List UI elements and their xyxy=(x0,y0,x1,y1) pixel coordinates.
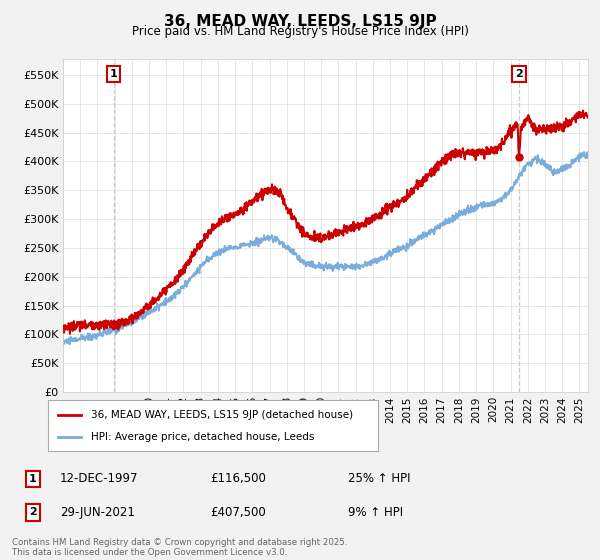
Text: Contains HM Land Registry data © Crown copyright and database right 2025.
This d: Contains HM Land Registry data © Crown c… xyxy=(12,538,347,557)
Text: 36, MEAD WAY, LEEDS, LS15 9JP (detached house): 36, MEAD WAY, LEEDS, LS15 9JP (detached … xyxy=(91,409,353,419)
Text: 1: 1 xyxy=(29,474,37,484)
Text: 2: 2 xyxy=(29,507,37,517)
Text: Price paid vs. HM Land Registry's House Price Index (HPI): Price paid vs. HM Land Registry's House … xyxy=(131,25,469,38)
Text: 12-DEC-1997: 12-DEC-1997 xyxy=(60,472,139,486)
Text: 29-JUN-2021: 29-JUN-2021 xyxy=(60,506,135,519)
Text: 36, MEAD WAY, LEEDS, LS15 9JP: 36, MEAD WAY, LEEDS, LS15 9JP xyxy=(164,14,436,29)
Text: 9% ↑ HPI: 9% ↑ HPI xyxy=(348,506,403,519)
Text: £407,500: £407,500 xyxy=(210,506,266,519)
Text: 2: 2 xyxy=(515,69,523,79)
Text: 1: 1 xyxy=(110,69,118,79)
Text: £116,500: £116,500 xyxy=(210,472,266,486)
Text: HPI: Average price, detached house, Leeds: HPI: Average price, detached house, Leed… xyxy=(91,432,314,442)
Text: 25% ↑ HPI: 25% ↑ HPI xyxy=(348,472,410,486)
